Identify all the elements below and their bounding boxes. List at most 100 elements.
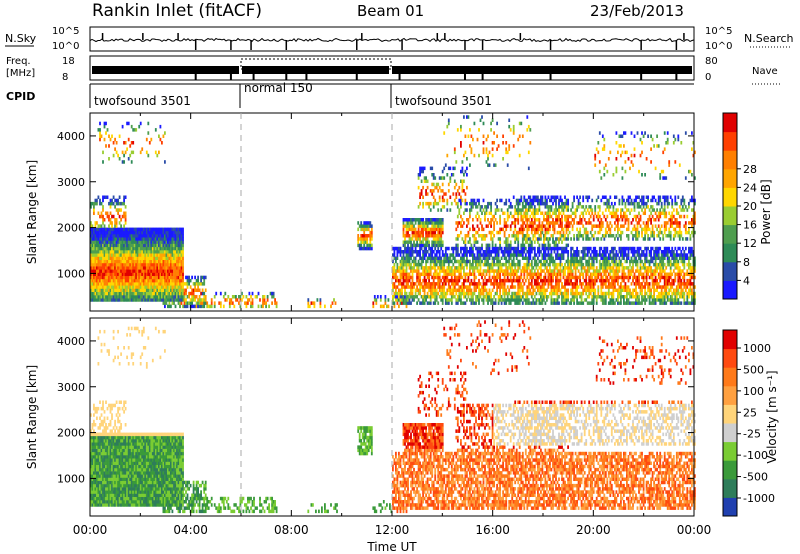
range-gate-cell bbox=[129, 285, 132, 289]
range-gate-cell bbox=[159, 250, 162, 254]
range-gate-cell bbox=[408, 227, 411, 232]
range-gate-cell bbox=[357, 227, 360, 232]
range-gate-cell bbox=[153, 234, 156, 238]
range-gate-cell bbox=[126, 147, 129, 151]
range-gate-cell bbox=[479, 250, 482, 254]
range-gate-cell bbox=[402, 295, 405, 299]
range-gate-cell bbox=[177, 234, 180, 238]
range-gate-cell bbox=[440, 221, 443, 225]
range-gate-cell bbox=[151, 259, 154, 264]
range-gate-cell bbox=[159, 243, 162, 248]
range-gate-cell bbox=[164, 282, 166, 286]
range-gate-cell bbox=[111, 266, 113, 270]
range-gate-cell bbox=[171, 272, 174, 277]
range-gate-cell bbox=[360, 224, 363, 228]
range-gate-cell bbox=[401, 256, 403, 261]
range-gate-cell bbox=[582, 234, 585, 238]
range-gate-cell bbox=[142, 291, 145, 296]
range-gate-cell bbox=[509, 211, 512, 216]
range-gate-cell bbox=[440, 288, 443, 293]
range-gate-cell bbox=[493, 234, 496, 238]
range-gate-cell bbox=[422, 256, 425, 261]
range-gate-cell bbox=[188, 282, 191, 286]
range-gate-cell bbox=[463, 211, 465, 216]
range-gate-cell bbox=[438, 288, 441, 293]
range-gate-cell bbox=[582, 275, 585, 280]
range-gate-cell bbox=[161, 282, 163, 286]
range-gate-cell bbox=[118, 291, 121, 296]
range-gate-cell bbox=[460, 214, 462, 219]
range-gate-cell bbox=[197, 275, 200, 280]
range-gate-cell bbox=[105, 291, 107, 296]
range-gate-cell bbox=[601, 275, 604, 280]
range-gate-cell bbox=[150, 278, 153, 283]
range-gate-cell bbox=[147, 272, 150, 277]
range-gate-cell bbox=[419, 282, 422, 286]
range-gate-cell bbox=[502, 134, 505, 139]
range-gate-cell bbox=[182, 304, 184, 309]
range-gate-cell bbox=[170, 227, 172, 232]
range-gate-cell bbox=[496, 221, 499, 225]
range-gate-cell bbox=[307, 298, 310, 302]
range-gate-cell bbox=[490, 234, 493, 238]
range-gate-cell bbox=[145, 137, 148, 142]
range-gate-cell bbox=[447, 282, 450, 286]
range-gate-cell bbox=[402, 275, 405, 280]
range-gate-cell bbox=[408, 295, 411, 299]
range-gate-cell bbox=[132, 272, 135, 277]
range-gate-cell bbox=[446, 298, 449, 302]
range-gate-cell bbox=[404, 301, 406, 305]
range-gate-cell bbox=[423, 250, 426, 254]
range-gate-cell bbox=[443, 256, 446, 261]
range-gate-cell bbox=[472, 298, 474, 302]
range-gate-cell bbox=[139, 237, 142, 241]
range-gate-cell bbox=[133, 230, 136, 235]
range-gate-cell bbox=[114, 234, 117, 238]
range-gate-cell bbox=[170, 304, 172, 309]
range-gate-cell bbox=[478, 288, 480, 293]
range-gate-cell bbox=[420, 234, 423, 238]
range-gate-cell bbox=[444, 256, 447, 261]
range-gate-cell bbox=[461, 198, 464, 203]
range-gate-cell bbox=[432, 195, 435, 200]
range-gate-cell bbox=[425, 192, 428, 196]
range-gate-cell bbox=[443, 205, 446, 209]
range-gate-cell bbox=[491, 301, 494, 305]
range-gate-cell bbox=[191, 301, 194, 305]
range-gate-cell bbox=[594, 288, 597, 293]
range-gate-cell bbox=[438, 240, 441, 244]
range-gate-cell bbox=[138, 253, 141, 257]
range-gate-cell bbox=[434, 285, 437, 289]
range-gate-cell bbox=[503, 288, 506, 293]
range-gate-cell bbox=[482, 272, 485, 277]
range-gate-cell bbox=[481, 298, 483, 302]
range-gate-cell bbox=[490, 121, 493, 126]
range-gate-cell bbox=[109, 243, 112, 248]
beam-label: Beam 01 bbox=[357, 2, 424, 20]
range-gate-cell bbox=[565, 282, 568, 286]
range-gate-cell bbox=[411, 250, 414, 254]
range-gate-cell bbox=[138, 278, 141, 283]
range-gate-cell bbox=[518, 301, 521, 305]
range-gate-cell bbox=[117, 256, 120, 261]
range-gate-cell bbox=[550, 285, 553, 289]
range-gate-cell bbox=[402, 256, 405, 261]
range-gate-cell bbox=[180, 227, 183, 232]
range-gate-cell bbox=[402, 234, 405, 238]
range-gate-cell bbox=[145, 246, 148, 251]
range-gate-cell bbox=[425, 201, 428, 206]
range-gate-cell bbox=[133, 227, 136, 232]
range-gate-cell bbox=[570, 278, 573, 283]
range-gate-cell bbox=[162, 234, 165, 238]
range-gate-cell bbox=[422, 298, 425, 302]
range-gate-cell bbox=[117, 246, 120, 251]
range-gate-cell bbox=[456, 214, 459, 219]
range-gate-cell bbox=[111, 234, 113, 238]
range-gate-cell bbox=[423, 295, 426, 299]
range-gate-cell bbox=[441, 195, 444, 200]
range-gate-cell bbox=[180, 282, 183, 286]
range-gate-cell bbox=[416, 234, 419, 238]
range-gate-cell bbox=[426, 259, 429, 264]
range-gate-cell bbox=[600, 288, 603, 293]
range-gate-cell bbox=[452, 246, 455, 251]
